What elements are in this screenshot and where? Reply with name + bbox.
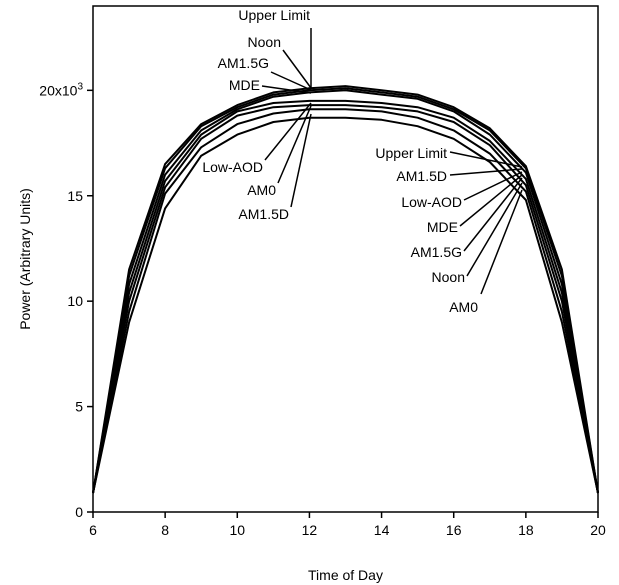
x-tick-label: 10 <box>229 522 245 538</box>
annotation-label-right: AM1.5D <box>396 168 447 184</box>
annotation-leader-left <box>277 105 312 184</box>
annotation-leader-right <box>466 182 523 277</box>
y-tick-label: 15 <box>67 188 83 204</box>
x-tick-label: 18 <box>518 522 534 538</box>
annotation-label-left: AM1.5D <box>238 206 289 222</box>
annotation-leader-left <box>282 49 312 89</box>
y-axis-title: Power (Arbitrary Units) <box>17 188 33 330</box>
annotation-leader-left <box>290 113 312 208</box>
annotation-leader-right <box>449 151 523 168</box>
series-line-noon <box>92 87 599 494</box>
x-tick-label: 12 <box>302 522 318 538</box>
y-tick-label: 10 <box>67 293 83 309</box>
series-line-low-aod <box>92 104 599 494</box>
series-line-am0 <box>92 108 599 494</box>
annotation-label-right: AM0 <box>449 299 478 315</box>
series-line-mde <box>92 99 599 494</box>
y-tick-label: 20x103 <box>39 81 83 98</box>
x-tick-label: 14 <box>374 522 390 538</box>
y-tick-label: 5 <box>75 399 83 415</box>
annotation-leader-left <box>261 85 312 94</box>
annotation-leader-left <box>270 71 312 91</box>
annotation-label-left: Upper Limit <box>238 7 310 23</box>
annotation-leader-right <box>463 171 523 201</box>
annotation-label-right: MDE <box>427 219 458 235</box>
annotation-leader-right <box>480 189 523 295</box>
annotation-leader-right <box>449 168 523 176</box>
annotation-leader-right <box>459 174 523 227</box>
annotation-label-left: Noon <box>248 34 281 50</box>
annotation-label-right: Low-AOD <box>401 194 462 210</box>
y-tick-label: 0 <box>75 504 83 520</box>
annotation-label-right: Noon <box>432 269 465 285</box>
annotation-leader-left <box>264 102 312 161</box>
annotation-label-left: AM1.5G <box>218 55 269 71</box>
x-tick-label: 20 <box>590 522 606 538</box>
plot-frame <box>92 5 599 513</box>
series-line-upper-limit <box>92 85 599 494</box>
x-tick-label: 6 <box>89 522 97 538</box>
x-tick-label: 8 <box>161 522 169 538</box>
annotation-label-left: MDE <box>229 77 260 93</box>
annotation-label-left: Low-AOD <box>202 159 263 175</box>
annotation-label-right: AM1.5G <box>411 244 462 260</box>
x-tick-label: 16 <box>446 522 462 538</box>
x-axis-title: Time of Day <box>308 567 383 583</box>
annotation-label-right: Upper Limit <box>375 145 447 161</box>
annotation-leader-right <box>463 177 523 252</box>
annotation-label-left: AM0 <box>247 182 276 198</box>
series-line-am1-5g <box>92 89 599 494</box>
